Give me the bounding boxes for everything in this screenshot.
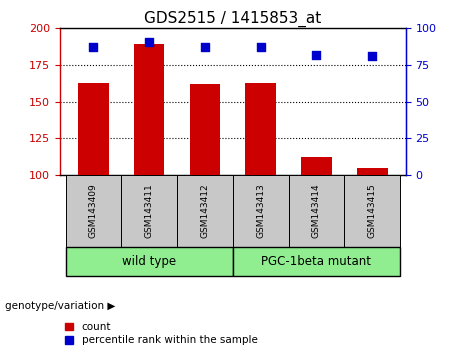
Bar <box>78 82 109 175</box>
Point <box>368 53 376 59</box>
Bar <box>357 168 388 175</box>
Text: PGC-1beta mutant: PGC-1beta mutant <box>261 255 372 268</box>
Text: GSM143409: GSM143409 <box>89 183 98 238</box>
Bar <box>189 84 220 175</box>
Bar <box>233 175 289 247</box>
Point <box>90 45 97 50</box>
Bar <box>177 175 233 247</box>
Point <box>313 52 320 58</box>
Bar <box>134 45 165 175</box>
Bar <box>65 247 233 276</box>
Text: GSM143411: GSM143411 <box>145 183 154 238</box>
Legend: count, percentile rank within the sample: count, percentile rank within the sample <box>65 322 258 345</box>
Title: GDS2515 / 1415853_at: GDS2515 / 1415853_at <box>144 11 321 27</box>
Text: GSM143413: GSM143413 <box>256 183 265 238</box>
Bar <box>344 175 400 247</box>
Text: GSM143415: GSM143415 <box>368 183 377 238</box>
Bar <box>289 175 344 247</box>
Text: wild type: wild type <box>122 255 176 268</box>
Point <box>146 39 153 44</box>
Bar <box>121 175 177 247</box>
Point <box>257 45 264 50</box>
Text: GSM143412: GSM143412 <box>201 184 209 238</box>
Bar <box>245 82 276 175</box>
Point <box>201 45 209 50</box>
Text: GSM143414: GSM143414 <box>312 184 321 238</box>
Bar <box>233 247 400 276</box>
Bar <box>65 175 121 247</box>
Text: genotype/variation ▶: genotype/variation ▶ <box>5 301 115 311</box>
Bar <box>301 158 332 175</box>
